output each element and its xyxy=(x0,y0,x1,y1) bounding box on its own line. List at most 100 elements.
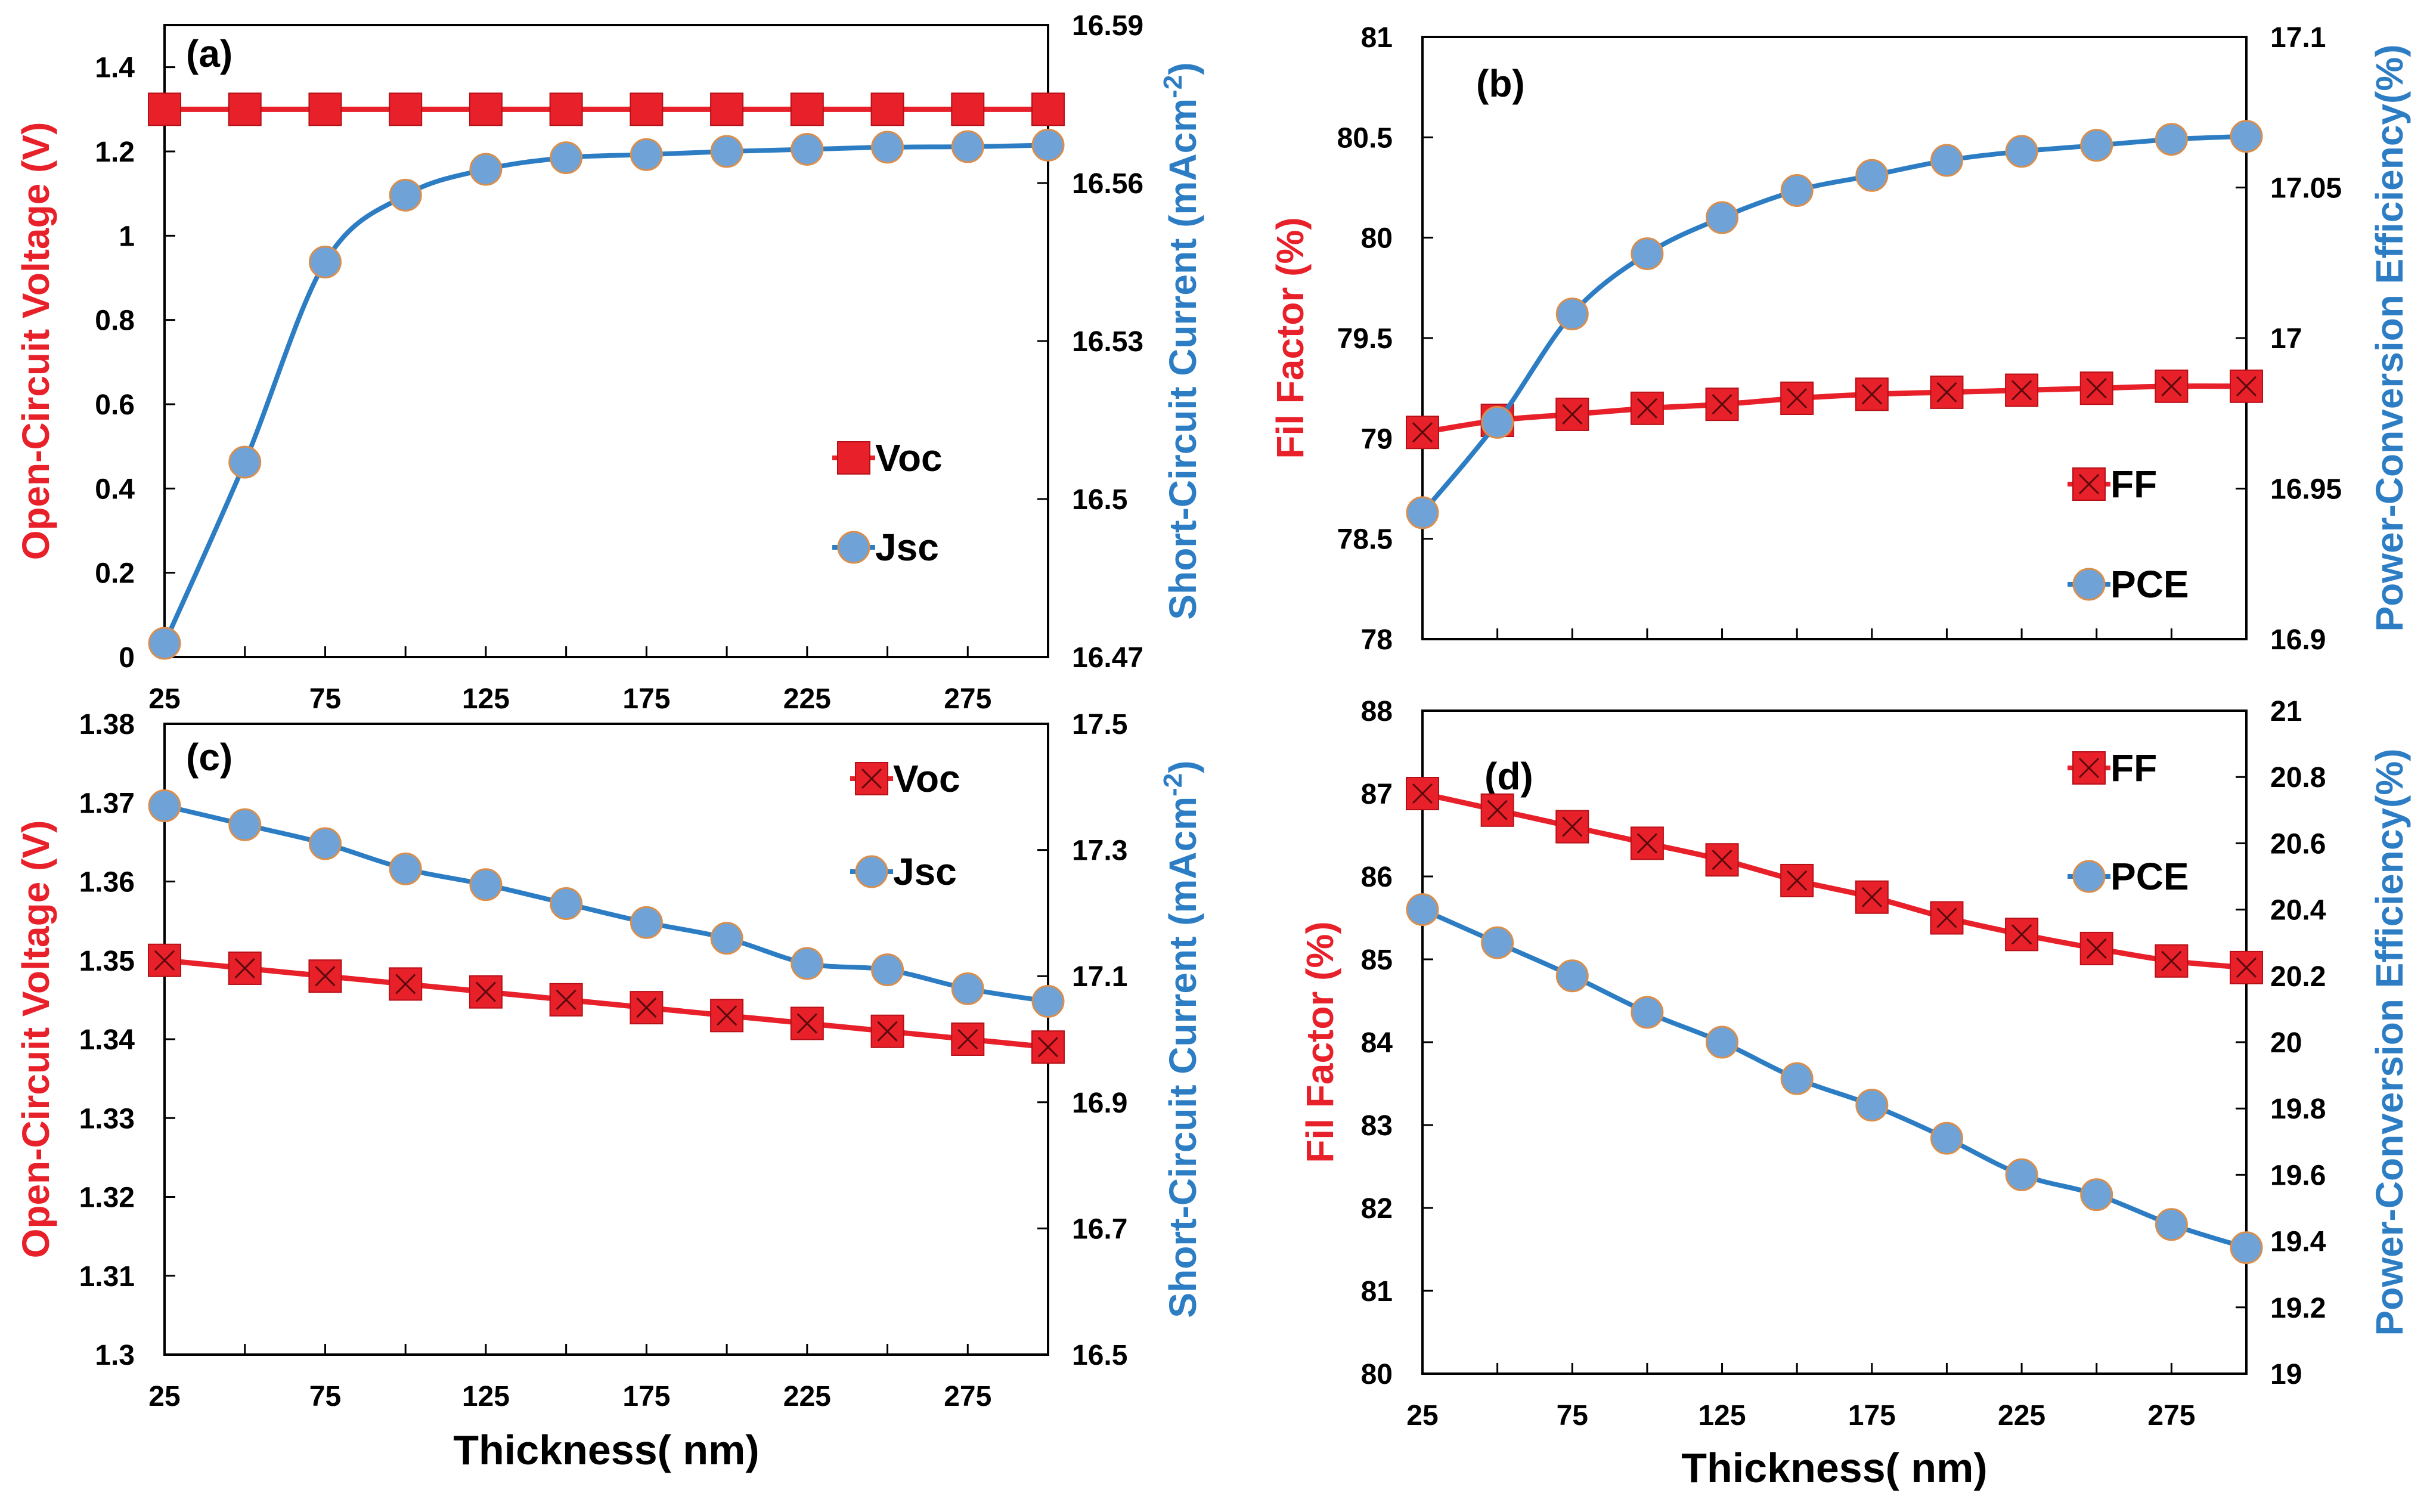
data-point xyxy=(2005,1158,2038,1191)
data-point xyxy=(1406,416,1439,450)
x-tick-label: 25 xyxy=(1406,1400,1438,1432)
data-point xyxy=(2080,1178,2113,1212)
panel-label: (a) xyxy=(186,32,233,75)
data-point xyxy=(228,808,262,841)
y-left-tick-label: 78 xyxy=(1361,624,1393,656)
y-right-tick-label: 20 xyxy=(2270,1027,2302,1059)
y-left-tick-label: 78.5 xyxy=(1337,524,1393,556)
y-right-tick-label: 17.1 xyxy=(2270,22,2326,54)
data-point xyxy=(550,141,583,175)
data-point xyxy=(951,130,984,163)
x-tick-label: 75 xyxy=(1557,1400,1588,1432)
data-point xyxy=(870,92,904,126)
legend-marker xyxy=(2072,568,2106,601)
data-point xyxy=(2230,120,2263,153)
y-left-tick-label: 80 xyxy=(1361,223,1393,255)
y-right-tick-label: 19 xyxy=(2270,1359,2302,1390)
x-tick-label: 75 xyxy=(309,1381,341,1412)
series-line xyxy=(1422,383,2247,435)
legend-marker xyxy=(2072,860,2106,893)
data-point-cross xyxy=(1712,850,1732,870)
x-tick-label: 25 xyxy=(148,1381,180,1412)
y-right-tick-label: 16.47 xyxy=(1072,642,1143,674)
data-point xyxy=(1780,1062,1814,1095)
y-left-tick-label: 1.4 xyxy=(95,52,135,84)
y-left-tick-label: 88 xyxy=(1361,696,1393,727)
series-ff xyxy=(1406,777,2263,984)
y-left-tick-label: 0.6 xyxy=(95,389,135,421)
y-left-tick-label: 1 xyxy=(119,221,135,252)
y-right-tick-label: 20.4 xyxy=(2270,895,2326,927)
data-point xyxy=(1855,1089,1889,1122)
data-point xyxy=(469,92,503,126)
x-title: Thickness( nm) xyxy=(1681,1445,1987,1491)
data-point-cross xyxy=(1636,833,1657,854)
y-left-tick-label: 81 xyxy=(1361,22,1393,54)
data-point-cross xyxy=(2086,938,2107,959)
data-point xyxy=(1631,996,1664,1029)
data-point xyxy=(1631,237,1664,271)
y-left-tick-label: 1.31 xyxy=(79,1261,135,1293)
x-tick-label: 225 xyxy=(783,683,831,715)
panel-label: (d) xyxy=(1484,755,1533,798)
data-point-cross xyxy=(1562,816,1583,837)
data-point xyxy=(469,868,503,901)
y-left-tick-label: 80 xyxy=(1361,1359,1393,1390)
data-point xyxy=(1031,128,1065,162)
data-point xyxy=(1555,959,1589,993)
x-tick-label: 125 xyxy=(1698,1400,1746,1432)
data-point xyxy=(148,627,181,660)
series-pce xyxy=(1406,120,2263,529)
x-tick-label: 275 xyxy=(944,1381,991,1412)
data-point-cross xyxy=(957,1028,978,1050)
data-point xyxy=(951,972,984,1005)
data-point xyxy=(1031,985,1065,1018)
data-point xyxy=(148,92,181,126)
data-point xyxy=(871,953,904,987)
data-point xyxy=(469,153,503,186)
series-line xyxy=(1420,134,2247,515)
y-left-tick-label: 1.37 xyxy=(79,788,135,819)
series-pce xyxy=(1406,893,2263,1265)
data-point xyxy=(550,887,583,921)
data-point xyxy=(389,92,423,126)
data-point-cross xyxy=(1412,783,1433,804)
y-right-tick-label: 21 xyxy=(2270,696,2302,727)
data-point-cross xyxy=(2161,376,2182,396)
y-left-title: Open-Circuit Voltage (V) xyxy=(14,122,57,560)
data-point xyxy=(549,92,583,126)
y-right-tick-label: 20.2 xyxy=(2270,961,2326,993)
series-ff xyxy=(1406,369,2263,450)
y-left-tick-label: 80.5 xyxy=(1337,122,1393,154)
data-point-cross xyxy=(1636,398,1657,419)
data-point xyxy=(2155,123,2188,156)
data-point xyxy=(710,922,743,955)
legend-label: PCE xyxy=(2110,855,2189,898)
y-right-tick-label: 17.1 xyxy=(1072,961,1127,993)
legend-marker-cross xyxy=(2078,757,2100,779)
data-point xyxy=(308,827,342,860)
y-left-tick-label: 83 xyxy=(1361,1110,1393,1142)
series-line xyxy=(1421,907,2248,1250)
data-point-cross xyxy=(2236,376,2257,396)
data-point-cross xyxy=(1936,907,1957,928)
data-point-cross xyxy=(717,1005,737,1026)
x-tick-label: 225 xyxy=(783,1381,831,1412)
data-point xyxy=(308,92,342,126)
y-right-tick-label: 20.6 xyxy=(2270,828,2326,860)
data-point xyxy=(1031,92,1065,126)
data-point xyxy=(228,445,262,479)
legend-marker-cross xyxy=(861,768,882,789)
y-right-tick-label: 16.7 xyxy=(1072,1213,1127,1245)
series-jsc xyxy=(148,128,1065,660)
legend: FF PCE xyxy=(2068,746,2189,898)
y-right-tick-label: 19.6 xyxy=(2270,1160,2326,1191)
series-jsc xyxy=(148,789,1065,1018)
data-point xyxy=(1855,159,1889,192)
legend: FF PCE xyxy=(2068,463,2189,606)
data-point-cross xyxy=(1861,384,1882,405)
data-point-cross xyxy=(2011,924,2032,945)
y-right-tick-label: 17.05 xyxy=(2270,173,2342,205)
y-left-tick-label: 82 xyxy=(1361,1193,1393,1225)
data-point xyxy=(389,852,422,885)
